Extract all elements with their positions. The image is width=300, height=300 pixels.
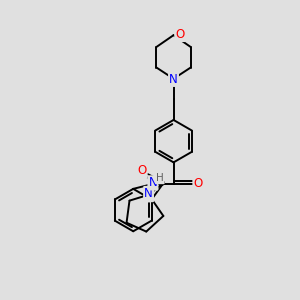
Text: N: N xyxy=(169,73,178,86)
Text: N: N xyxy=(148,176,157,190)
Text: N: N xyxy=(169,73,178,86)
Text: O: O xyxy=(194,177,203,190)
Text: O: O xyxy=(176,28,185,41)
Text: O: O xyxy=(137,164,146,177)
Text: H: H xyxy=(156,173,164,183)
Text: N: N xyxy=(148,176,157,190)
Text: O: O xyxy=(194,177,203,190)
Text: N: N xyxy=(144,187,153,200)
Text: O: O xyxy=(137,164,146,177)
Text: O: O xyxy=(176,28,185,41)
Text: N: N xyxy=(144,188,153,201)
Text: H: H xyxy=(156,173,164,183)
